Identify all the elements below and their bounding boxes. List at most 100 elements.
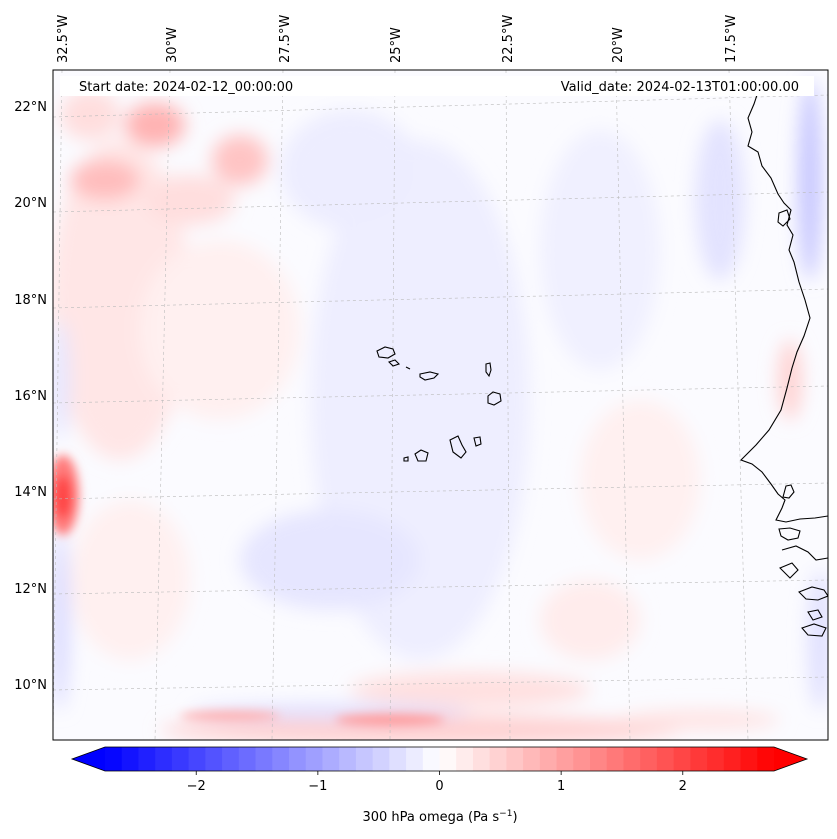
omega-patch-nw-positive (125, 103, 185, 147)
colorbar-ticks: −2 −1 0 1 2 (187, 771, 687, 794)
colorbar-tick-label: 0 (435, 779, 443, 794)
colorbar-cell (439, 747, 457, 771)
grid-lon-line (728, 70, 749, 740)
colorbar-extend-min (72, 747, 105, 771)
colorbar-tick-label: −2 (187, 779, 206, 794)
colorbar-cell (105, 747, 123, 771)
omega-patch-nw-positive (212, 135, 268, 185)
colorbar-outline (70, 746, 809, 772)
colorbar-cell (757, 747, 775, 771)
colorbar-cell (222, 747, 240, 771)
colorbar-cell (121, 747, 139, 771)
colorbar-cell (489, 747, 507, 771)
omega-patch-positive (140, 240, 300, 420)
coastline-bijagos (798, 586, 828, 601)
cape-verde-islands (376, 346, 502, 462)
island-santiago (449, 435, 467, 459)
colorbar-cell (539, 747, 558, 771)
lat-label: 10°N (14, 678, 47, 693)
lon-label: 17.5°W (724, 15, 739, 63)
colorbar-cell (138, 747, 156, 771)
valid-date-label: Valid_date: 2024-02-13T01:00:00.00 (561, 80, 799, 95)
grid-lon-line (505, 70, 511, 740)
colorbar-cell (640, 747, 658, 771)
island-brava (403, 456, 409, 462)
colorbar-title: 300 hPa omega (Pa s−1) (362, 809, 517, 825)
colorbar-title-text: 300 hPa omega (Pa s (362, 810, 499, 825)
african-coastline (740, 84, 828, 637)
colorbar-cell (372, 747, 390, 771)
colorbar-title-exponent: −1 (499, 809, 512, 819)
omega-patch-negative (695, 120, 745, 280)
colorbar-cell (573, 747, 591, 771)
colorbar-tick-label: 1 (557, 779, 565, 794)
colorbar-cell (188, 747, 206, 771)
grid-lon-line (615, 70, 631, 740)
colorbar-cell (339, 747, 357, 771)
omega-patch-nw-positive (70, 160, 140, 200)
colorbar-cell (690, 747, 708, 771)
omega-patch-nw-positive (145, 175, 235, 225)
lat-label: 22°N (14, 100, 47, 115)
coastline-guinea-bissau (781, 545, 828, 561)
grid-lon-line (154, 70, 171, 740)
coastline-mainland (740, 84, 828, 523)
coastline-islet (777, 209, 791, 227)
colorbar-cell (322, 747, 340, 771)
lat-label: 12°N (14, 582, 47, 597)
omega-patch-west-edge-negative (53, 320, 70, 440)
omega-patch-negative (280, 110, 420, 230)
omega-patch-south-positive (160, 716, 680, 740)
colorbar-cell (406, 747, 424, 771)
lat-label: 14°N (14, 485, 47, 500)
colorbar-cell (472, 747, 491, 771)
colorbar-cell (155, 747, 173, 771)
lon-label: 30°W (165, 27, 180, 63)
grid-lon-line (53, 70, 63, 740)
colorbar-cell (305, 747, 323, 771)
colorbar-cell (456, 747, 474, 771)
colorbar-cell (205, 747, 223, 771)
colorbar-cell (523, 747, 541, 771)
island-boa-vista (487, 391, 502, 406)
colorbar-cell (272, 747, 290, 771)
island-santo-antao (376, 346, 396, 359)
omega-patch-east-edge-negative (808, 570, 828, 710)
omega-patch-negative (240, 510, 420, 610)
coastline-cap-vert (782, 484, 795, 499)
colorbar-cell (255, 747, 273, 771)
coastline-gambia (778, 527, 801, 541)
lon-label: 20°W (611, 27, 626, 63)
colorbar-cell (238, 747, 257, 771)
colorbar-cell (355, 747, 374, 771)
graticule (53, 70, 828, 740)
omega-patch-positive (540, 580, 640, 660)
colorbar-cell (606, 747, 624, 771)
grid-lon-line (271, 70, 284, 740)
colorbar-cell (707, 747, 725, 771)
omega-patch-strong-positive (180, 711, 280, 721)
colorbar-cell (723, 747, 742, 771)
island-fogo (414, 449, 429, 462)
map-frame (52, 69, 829, 741)
coastline-island (801, 623, 827, 637)
grid-lon-line (389, 70, 396, 740)
start-date-label: Start date: 2024-02-12_00:00:00 (79, 80, 293, 95)
colorbar-cell (556, 747, 574, 771)
omega-patch-strong-positive (54, 475, 72, 519)
longitude-labels: 32.5°W 30°W 27.5°W 25°W 22.5°W 20°W 17.5… (56, 15, 739, 63)
omega-patch-positive (70, 500, 190, 660)
omega-patch-negative (540, 130, 660, 370)
omega-patch-west-edge-negative (53, 530, 70, 710)
colorbar: −2 −1 0 1 2 300 hPa omega (Pa s−1) (70, 746, 809, 825)
latitude-labels: 22°N 20°N 18°N 16°N 14°N 12°N 10°N (14, 100, 47, 693)
colorbar-tick-label: 2 (679, 779, 687, 794)
island-sal (485, 362, 492, 378)
omega-patch-positive (580, 400, 700, 560)
lon-label: 25°W (389, 27, 404, 63)
omega-patch-south-positive (350, 672, 590, 708)
omega-patch-south-positive (620, 710, 780, 730)
island-sao-vicente (387, 359, 401, 367)
colorbar-cell (389, 747, 407, 771)
lon-label: 27.5°W (278, 15, 293, 63)
